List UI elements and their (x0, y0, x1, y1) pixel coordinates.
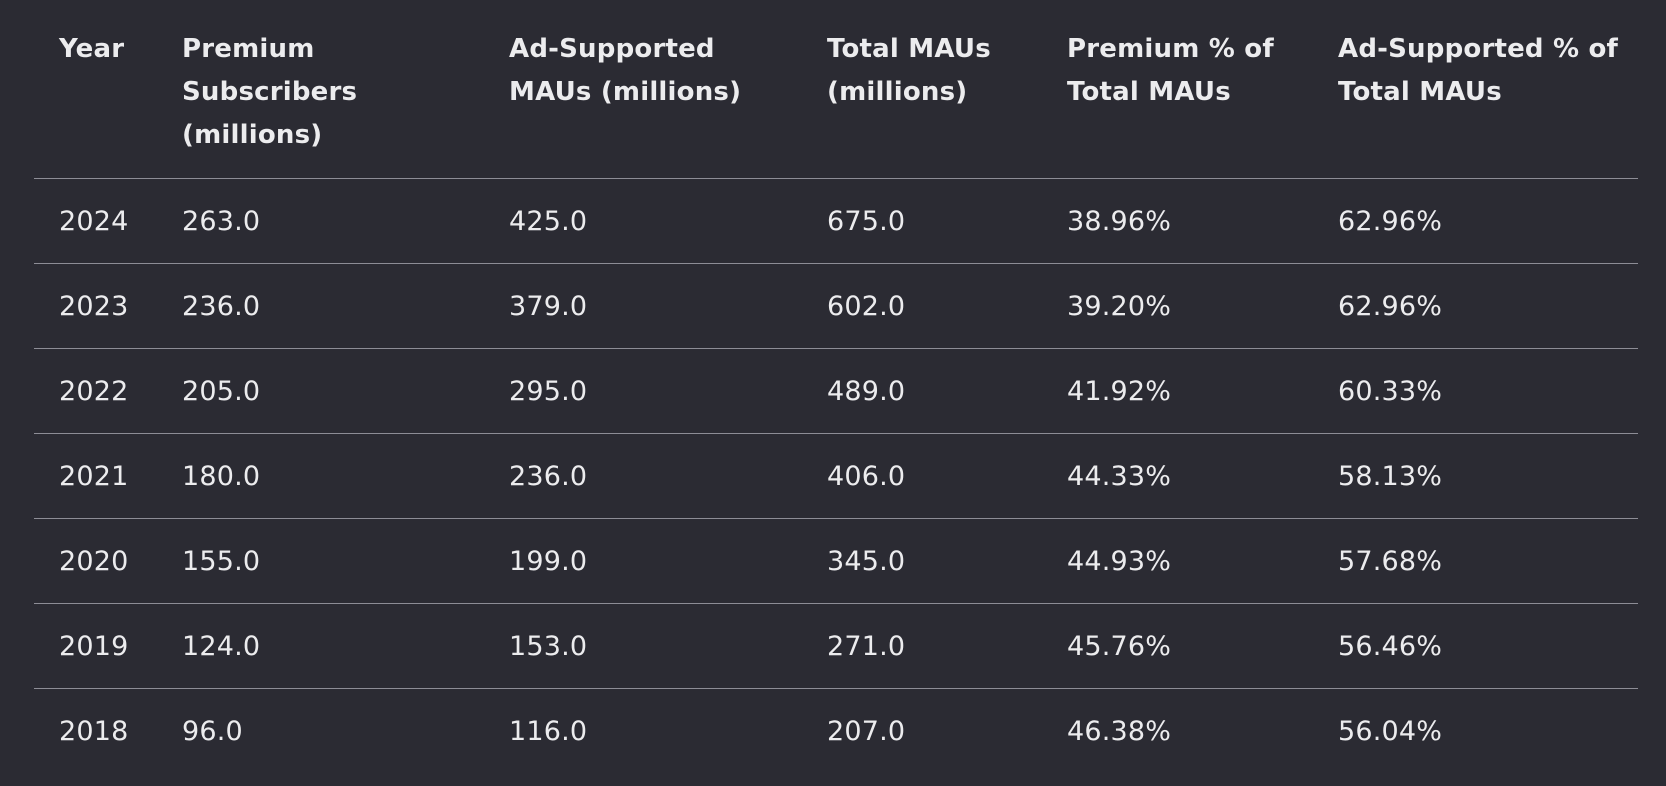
header-year: Year (34, 0, 157, 179)
cell-premium-subscribers: 155.0 (157, 518, 484, 604)
cell-year: 2018 (59, 715, 129, 747)
cell-premium-percent: 44.93% (1042, 518, 1313, 604)
cell-premium-subscribers: 205.0 (157, 348, 484, 434)
table-body: 2024 263.0 425.0 675.0 38.96% 62.96% 202… (34, 178, 1638, 774)
subscribers-table: Year Premium Subscribers (millions) Ad-S… (34, 0, 1638, 774)
cell-premium-subscribers: 263.0 (157, 178, 484, 264)
cell-total-maus: 345.0 (802, 518, 1042, 604)
header-ad-supported-percent: Ad-Supported % of Total MAUs (1313, 0, 1638, 179)
cell-ad-supported-maus: 153.0 (484, 603, 802, 689)
header-premium-subscribers: Premium Subscribers (millions) (157, 0, 484, 179)
cell-total-maus: 489.0 (802, 348, 1042, 434)
cell-ad-supported-maus: 379.0 (484, 263, 802, 349)
table-row: 2019 124.0 153.0 271.0 45.76% 56.46% (34, 603, 1638, 689)
cell-year: 2021 (34, 433, 157, 519)
table-header: Year Premium Subscribers (millions) Ad-S… (34, 0, 1638, 179)
cell-ad-supported-maus: 425.0 (484, 178, 802, 264)
header-premium-percent: Premium % of Total MAUs (1042, 0, 1313, 179)
cell-premium-percent: 41.92% (1042, 348, 1313, 434)
cell-year: 2023 (34, 263, 157, 349)
cell-total-maus: 271.0 (802, 603, 1042, 689)
cell-total-maus: 602.0 (802, 263, 1042, 349)
cell-total-maus: 207.0 (827, 715, 906, 747)
data-table-container: Year Premium Subscribers (millions) Ad-S… (34, 0, 1638, 774)
cell-total-maus: 675.0 (802, 178, 1042, 264)
cell-premium-percent: 46.38% (1067, 715, 1172, 747)
cell-ad-supported-percent: 57.68% (1313, 518, 1638, 604)
cell-total-maus: 406.0 (802, 433, 1042, 519)
cell-ad-supported-percent: 58.13% (1313, 433, 1638, 519)
table-row: 2022 205.0 295.0 489.0 41.92% 60.33% (34, 348, 1638, 434)
cell-ad-supported-percent: 62.96% (1313, 178, 1638, 264)
cell-ad-supported-maus: 236.0 (484, 433, 802, 519)
table-row: 2024 263.0 425.0 675.0 38.96% 62.96% (34, 178, 1638, 264)
cell-ad-supported-percent: 56.04% (1338, 715, 1443, 747)
cell-year: 2019 (34, 603, 157, 689)
cell-ad-supported-maus: 295.0 (484, 348, 802, 434)
cell-premium-percent: 38.96% (1042, 178, 1313, 264)
cell-premium-percent: 45.76% (1042, 603, 1313, 689)
cell-premium-percent: 44.33% (1042, 433, 1313, 519)
header-ad-supported-maus: Ad-Supported MAUs (millions) (484, 0, 802, 179)
cell-year: 2022 (34, 348, 157, 434)
table-row: 2018 96.0 116.0 207.0 46.38% 56.04% (34, 689, 1638, 774)
cell-premium-subscribers: 180.0 (157, 433, 484, 519)
cell-ad-supported-percent: 62.96% (1313, 263, 1638, 349)
table-row: 2021 180.0 236.0 406.0 44.33% 58.13% (34, 433, 1638, 519)
table-row: 2020 155.0 199.0 345.0 44.93% 57.68% (34, 518, 1638, 604)
header-row: Year Premium Subscribers (millions) Ad-S… (34, 0, 1638, 179)
cell-ad-supported-maus: 116.0 (509, 715, 588, 747)
table-row: 2023 236.0 379.0 602.0 39.20% 62.96% (34, 263, 1638, 349)
cell-premium-subscribers: 96.0 (182, 715, 243, 747)
header-total-maus: Total MAUs (millions) (802, 0, 1042, 179)
cell-year: 2024 (34, 178, 157, 264)
cell-premium-subscribers: 124.0 (157, 603, 484, 689)
cell-premium-subscribers: 236.0 (157, 263, 484, 349)
cell-ad-supported-percent: 56.46% (1313, 603, 1638, 689)
cell-year: 2020 (34, 518, 157, 604)
cell-premium-percent: 39.20% (1042, 263, 1313, 349)
cell-ad-supported-percent: 60.33% (1313, 348, 1638, 434)
cell-ad-supported-maus: 199.0 (484, 518, 802, 604)
